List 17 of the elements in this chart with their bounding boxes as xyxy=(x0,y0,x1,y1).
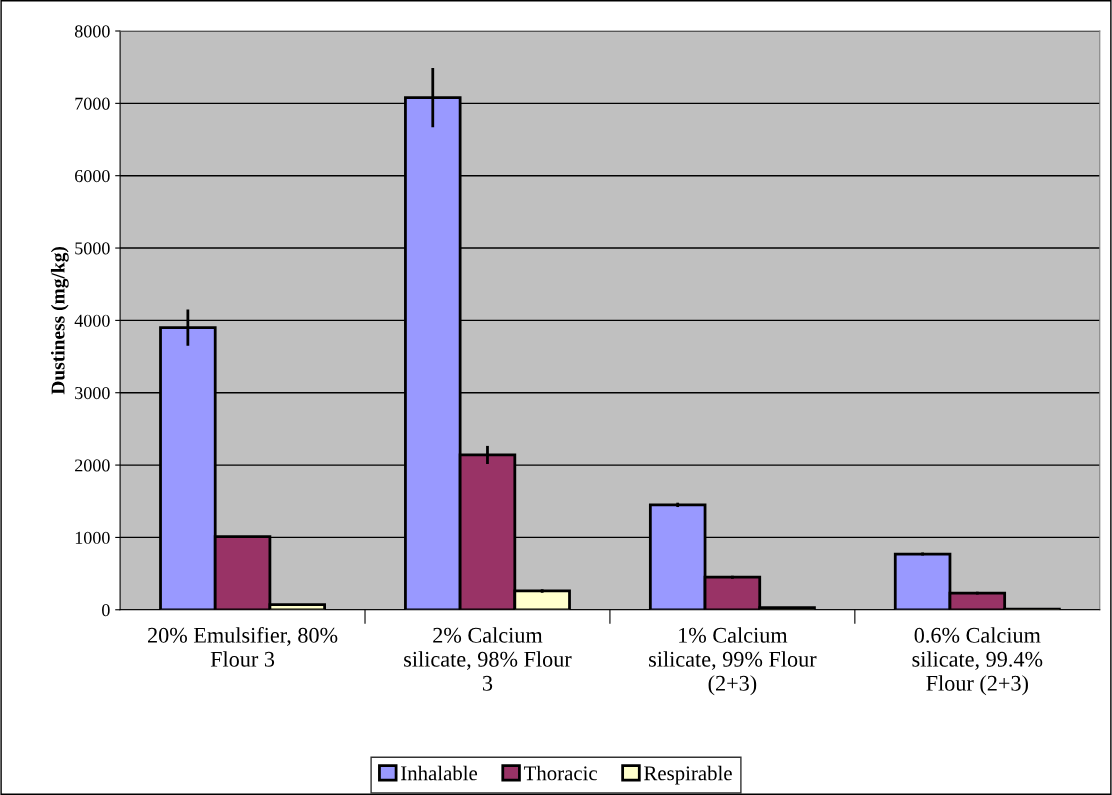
y-tick-label: 0 xyxy=(102,604,110,617)
x-tick-label: 2% Calcium silicate, 98% Flour 3 xyxy=(404,627,572,691)
legend-label: Thoracic xyxy=(523,765,597,781)
legend-label: Respirable xyxy=(644,765,732,785)
y-tick-label: 6000 xyxy=(75,169,110,183)
y-tick-label: 4000 xyxy=(74,314,110,327)
y-tick-label: 1000 xyxy=(75,531,110,544)
y-tick-label: 3000 xyxy=(75,386,110,400)
y-axis-title: Dustiness (mg/kg) xyxy=(50,246,69,395)
legend-label: Inhalable xyxy=(401,765,478,781)
y-tick-label: 7000 xyxy=(75,97,110,110)
y-tick-label: 5000 xyxy=(75,242,110,255)
x-tick-label: 20% Emulsifier, 80% Flour 3 xyxy=(148,626,338,667)
y-tick-label: 2000 xyxy=(75,459,110,472)
x-tick-label: 0.6% Calcium silicate, 99.4% Flour (2+3) xyxy=(912,627,1043,696)
x-tick-label: 1% Calcium silicate, 99% Flour (2+3) xyxy=(649,627,817,696)
y-tick-label: 8000 xyxy=(74,25,110,38)
